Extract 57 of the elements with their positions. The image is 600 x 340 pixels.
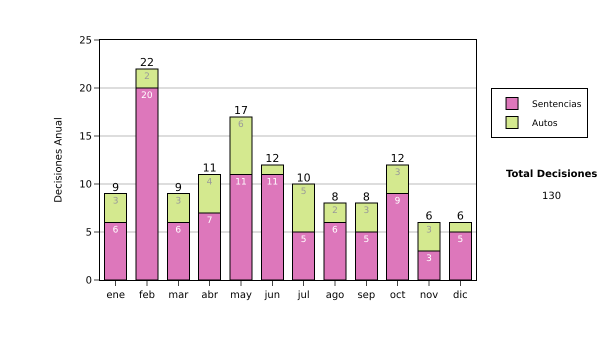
data-label: 3 [175, 196, 182, 207]
total-label: 17 [234, 104, 248, 118]
legend-label: Sentencias [532, 100, 582, 110]
y-axis-title: Decisiones Anual [53, 117, 64, 203]
x-tick-label: dic [453, 290, 468, 301]
y-tick-label: 10 [79, 180, 92, 190]
total-label: 6 [456, 210, 464, 223]
text: 130 [542, 191, 562, 202]
x-tick-label: mar [168, 290, 190, 301]
x-tick-label: ago [326, 290, 344, 301]
y-tick-label: 20 [79, 84, 92, 94]
data-label: 11 [235, 177, 247, 188]
data-label: 5 [300, 235, 307, 245]
total-label: 6 [426, 210, 432, 223]
x-tick-label: abr [201, 290, 219, 301]
x-tick-label: nov [420, 290, 438, 301]
total-label: 9 [112, 180, 120, 194]
data-label: 3 [363, 206, 370, 216]
y-tick-label: 5 [86, 228, 92, 238]
data-label: 20 [141, 91, 153, 101]
data-label: 9 [394, 196, 401, 207]
x-tick-label: feb [138, 290, 156, 301]
x-tick-label: ene [106, 290, 125, 301]
data-label: 6 [175, 225, 182, 236]
data-label: 6 [238, 120, 244, 130]
x-tick-label: oct [390, 290, 406, 301]
x-tick-label: sep [357, 290, 376, 301]
data-label: 6 [332, 225, 338, 236]
x-tick-label: may [230, 290, 252, 301]
text: Total Decisiones [506, 169, 598, 180]
total-label: 11 [202, 162, 217, 175]
data-label: 3 [426, 225, 432, 236]
data-label: 5 [457, 235, 464, 245]
data-label: 7 [206, 216, 213, 226]
total-label: 9 [174, 180, 182, 194]
y-tick-label: 15 [79, 132, 92, 142]
data-label: 4 [206, 177, 213, 188]
x-tick-label: jul [296, 290, 310, 301]
data-label: 5 [363, 235, 370, 245]
data-label: 2 [332, 206, 338, 216]
data-label: 6 [112, 225, 119, 236]
data-label: 3 [394, 168, 401, 178]
y-tick-label: 0 [86, 276, 92, 286]
total-label: 10 [296, 171, 311, 184]
data-label: 11 [266, 177, 278, 188]
total-label: 12 [390, 152, 405, 166]
data-label: 3 [112, 196, 119, 207]
total-label: 8 [332, 190, 338, 204]
legend-label: Autos [532, 119, 558, 130]
y-tick-label: 25 [79, 36, 92, 46]
data-label: 3 [426, 254, 432, 264]
x-tick-label: jun [264, 290, 280, 301]
total-label: 12 [265, 152, 280, 166]
total-label: 8 [362, 190, 370, 204]
total-label: 22 [140, 56, 154, 70]
data-label: 2 [144, 72, 150, 82]
data-label: 5 [300, 187, 307, 197]
